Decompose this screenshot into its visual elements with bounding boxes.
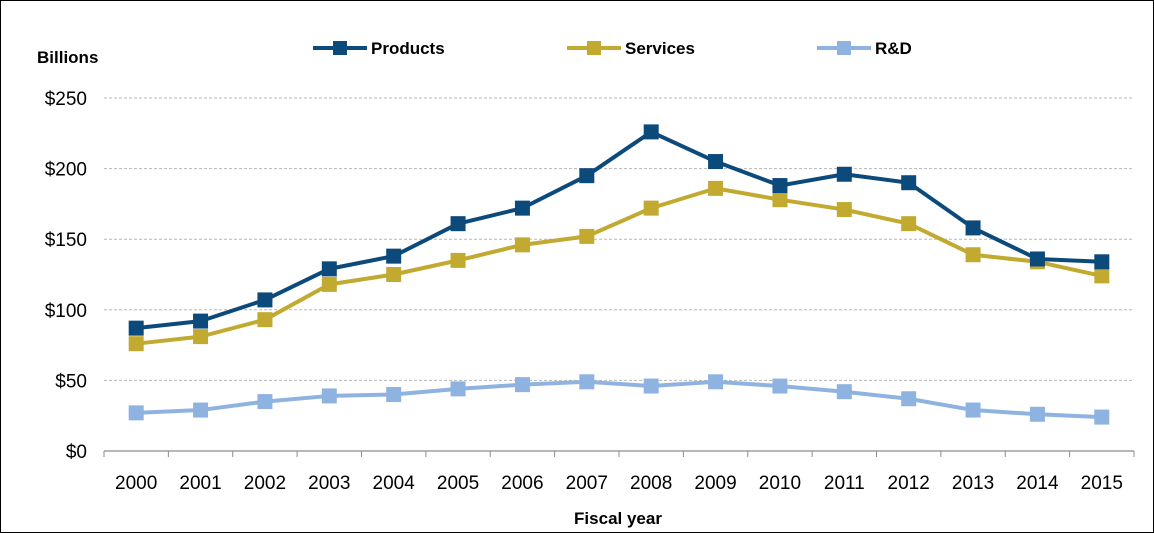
data-point-marker	[128, 336, 144, 352]
data-point-marker	[257, 394, 273, 410]
data-point-marker	[901, 216, 917, 232]
x-tick-label: 2011	[824, 473, 865, 494]
data-point-marker	[579, 228, 595, 244]
gridlines	[104, 97, 1134, 381]
data-point-marker	[193, 329, 209, 345]
data-point-marker	[836, 166, 852, 182]
x-tick-label: 2006	[501, 473, 543, 494]
data-point-marker	[193, 313, 209, 329]
data-point-marker	[1029, 251, 1045, 267]
data-point-marker	[450, 381, 466, 397]
data-point-marker	[514, 377, 530, 393]
data-point-marker	[579, 168, 595, 184]
legend-marker-swatch	[837, 41, 851, 55]
x-tick-label: 2005	[437, 473, 479, 494]
data-point-marker	[321, 388, 337, 404]
legend-item: R&D	[817, 39, 912, 58]
series-lines	[128, 124, 1110, 425]
x-tick-label: 2004	[373, 473, 416, 494]
legend-label: Services	[625, 39, 695, 58]
data-point-marker	[257, 312, 273, 328]
data-point-marker	[1094, 409, 1110, 425]
legend-marker-swatch	[333, 41, 347, 55]
legend: Products Services R&D	[313, 39, 912, 58]
data-point-marker	[965, 402, 981, 418]
x-tick-label: 2013	[952, 473, 994, 494]
x-tick-label: 2015	[1081, 473, 1123, 494]
data-point-marker	[772, 178, 788, 194]
legend-item: Services	[567, 39, 695, 58]
data-point-marker	[643, 124, 659, 140]
data-point-marker	[836, 202, 852, 218]
x-tick-label: 2002	[244, 473, 286, 494]
data-point-marker	[579, 374, 595, 390]
legend-label: Products	[371, 39, 445, 58]
x-tick-label: 2003	[308, 473, 350, 494]
series-r-d	[128, 374, 1110, 425]
data-point-marker	[1094, 254, 1110, 270]
legend-marker-swatch	[587, 41, 601, 55]
series-line	[135, 129, 1102, 331]
data-point-marker	[514, 200, 530, 216]
data-point-marker	[386, 267, 402, 282]
data-point-marker	[321, 276, 337, 292]
x-tick-label: 2012	[888, 473, 930, 494]
x-tick-label: 2008	[630, 473, 672, 494]
data-point-marker	[193, 402, 209, 418]
x-tick-label: 2010	[759, 473, 801, 494]
x-tick-label: 2014	[1016, 473, 1059, 494]
series-products	[128, 124, 1110, 336]
data-point-marker	[901, 175, 917, 191]
data-point-marker	[901, 391, 917, 407]
data-point-marker	[772, 378, 788, 394]
data-point-marker	[772, 192, 788, 208]
x-tick-label: 2001	[179, 473, 221, 494]
data-point-marker	[965, 247, 981, 263]
series-line	[135, 186, 1103, 346]
x-tick-label: 2009	[694, 473, 736, 494]
data-point-marker	[708, 374, 724, 390]
data-point-marker	[386, 248, 402, 264]
legend-item: Products	[313, 39, 445, 58]
axes: $0 $50 $100 $150 $200 $250 2000 2001 2002 2003 200…	[45, 89, 1135, 494]
y-tick-label: $0	[66, 442, 87, 463]
y-tick-label: $50	[55, 371, 87, 392]
data-point-marker	[450, 252, 466, 268]
data-point-marker	[643, 200, 659, 216]
data-point-marker	[708, 154, 724, 170]
data-point-marker	[450, 216, 466, 232]
data-point-marker	[1029, 406, 1045, 422]
y-tick-label: $100	[45, 301, 87, 322]
data-point-marker	[836, 384, 852, 400]
y-tick-label: $250	[45, 89, 87, 110]
data-point-marker	[643, 378, 659, 394]
x-axis-title: Fiscal year	[574, 509, 662, 528]
data-point-marker	[128, 405, 144, 421]
series-services	[128, 180, 1110, 352]
data-point-marker	[514, 237, 530, 253]
data-point-marker	[708, 180, 724, 196]
x-tick-label: 2000	[115, 473, 157, 494]
data-point-marker	[257, 292, 273, 308]
data-point-marker	[321, 261, 337, 277]
series-line	[136, 379, 1102, 420]
y-tick-label: $150	[45, 230, 87, 251]
x-tick-label: 2007	[566, 473, 608, 494]
y-tick-label: $200	[45, 160, 87, 181]
data-point-marker	[965, 220, 981, 236]
legend-label: R&D	[875, 39, 912, 58]
data-point-marker	[386, 387, 402, 403]
data-point-marker	[128, 320, 144, 336]
y-axis-title: Billions	[37, 48, 98, 67]
data-point-marker	[1094, 268, 1110, 284]
